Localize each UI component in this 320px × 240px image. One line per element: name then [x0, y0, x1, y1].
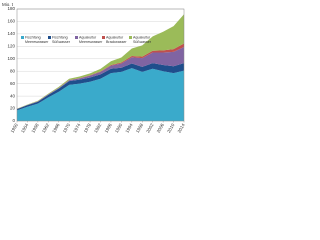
legend-swatch	[48, 36, 51, 39]
area	[17, 63, 184, 111]
x-tick-label: 1962	[41, 122, 51, 134]
legend-label: Aquakultur Süßwasser	[133, 35, 152, 44]
x-tick-label: 1958	[30, 122, 40, 134]
legend-label-line: Fischfang	[52, 35, 68, 39]
y-tick-label: 40	[10, 93, 16, 98]
area	[17, 68, 184, 121]
legend-label: Fischfang Meereswasser	[25, 35, 49, 44]
x-tick-label: 1974	[72, 122, 82, 134]
legend-swatch	[102, 36, 105, 39]
legend-swatch	[129, 36, 132, 39]
y-tick-label: 20	[10, 106, 16, 111]
legend-label-line: Aquakultur	[79, 35, 97, 39]
area	[17, 46, 184, 110]
x-tick-label: 1990	[114, 122, 124, 134]
y-tick-label: 80	[10, 68, 16, 73]
legend-label-line: Brackwasser	[106, 40, 127, 44]
x-tick-label: 2006	[156, 122, 166, 134]
y-tick-label: 60	[10, 81, 16, 86]
x-tick-label: 1994	[124, 122, 134, 134]
x-tick-label: 1982	[93, 122, 103, 134]
y-tick-label: 0	[12, 118, 15, 123]
legend-label-line: Süßwasser	[52, 40, 71, 44]
legend-swatch	[75, 36, 78, 39]
legend-label: Fischfang Süßwasser	[52, 35, 71, 44]
x-tick-label: 1986	[103, 122, 113, 134]
legend-label-line: Fischfang	[25, 35, 41, 39]
legend-label-line: Meereswasser	[79, 40, 103, 44]
legend-label: Aquakultur Brackwasser	[106, 35, 127, 44]
x-tick-label: 1954	[20, 122, 30, 134]
x-tick-label: 1998	[135, 122, 145, 134]
x-tick-label: 1970	[62, 122, 72, 134]
legend-label-line: Aquakultur	[106, 35, 124, 39]
legend-label-line: Meereswasser	[25, 40, 49, 44]
y-tick-label: 140	[7, 31, 15, 36]
x-tick-label: 1966	[51, 122, 61, 134]
legend-label: Aquakultur Meereswasser	[79, 35, 103, 44]
y-tick-label: 160	[7, 19, 15, 24]
y-tick-label: 120	[7, 44, 15, 49]
x-tick-label: 1950	[10, 122, 20, 134]
legend-label-line: Süßwasser	[133, 40, 152, 44]
page: Mio. t 0 20 40 60 80 100 120 140 160 180 1950 1954 1…	[2, 2, 186, 134]
area	[17, 43, 184, 109]
y-tick-label: 100	[7, 56, 15, 61]
x-tick-label: 2010	[166, 122, 176, 134]
x-tick-label: 1978	[83, 122, 93, 134]
y-tick-label: 180	[7, 6, 15, 11]
y-axis-label: Mio. t	[2, 2, 14, 7]
x-tick-label: 2014	[177, 122, 186, 134]
legend-label-line: Aquakultur	[133, 35, 151, 39]
legend-swatch	[21, 36, 24, 39]
x-tick-label: 2002	[145, 122, 155, 134]
